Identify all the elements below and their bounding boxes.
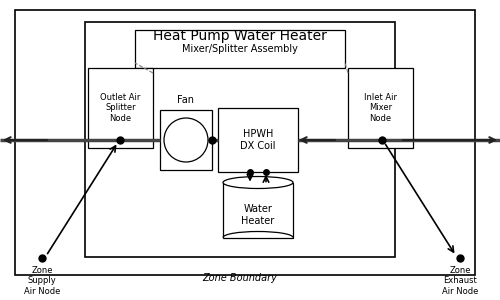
- Bar: [348, 68, 413, 148]
- Bar: [160, 110, 212, 170]
- Text: Water
Heater: Water Heater: [242, 204, 274, 226]
- Text: Zone
Exhaust
Air Node: Zone Exhaust Air Node: [442, 266, 478, 296]
- Text: Zone
Supply
Air Node: Zone Supply Air Node: [24, 266, 60, 296]
- Ellipse shape: [223, 176, 293, 188]
- Text: HPWH
DX Coil: HPWH DX Coil: [240, 129, 276, 151]
- Bar: [223, 182, 293, 238]
- Text: Inlet Air
Mixer
Node: Inlet Air Mixer Node: [364, 93, 397, 123]
- Text: Mixer/Splitter Assembly: Mixer/Splitter Assembly: [182, 44, 298, 54]
- Bar: [85, 22, 395, 257]
- Circle shape: [164, 118, 208, 162]
- Text: Outlet Air
Splitter
Node: Outlet Air Splitter Node: [100, 93, 140, 123]
- Bar: [88, 68, 153, 148]
- Bar: [15, 10, 475, 275]
- Text: Heat Pump Water Heater: Heat Pump Water Heater: [153, 29, 327, 43]
- Text: Fan: Fan: [178, 95, 194, 105]
- Bar: [135, 30, 345, 68]
- Text: Zone Boundary: Zone Boundary: [202, 273, 278, 283]
- Bar: [218, 108, 298, 172]
